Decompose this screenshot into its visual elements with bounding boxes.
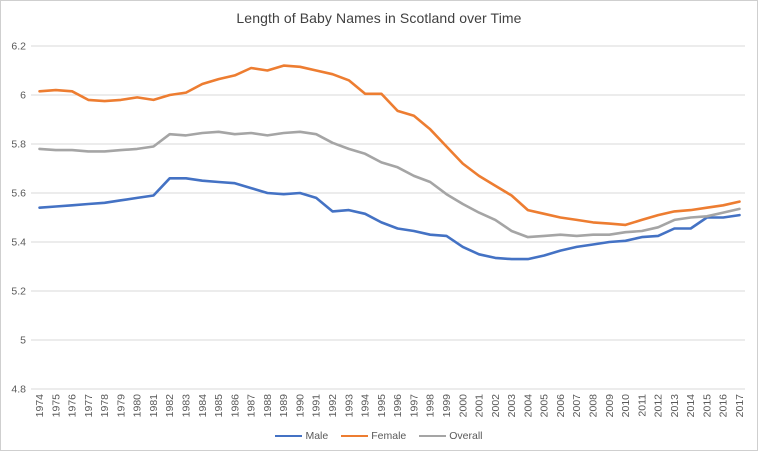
x-axis-tick-label: 1996 — [392, 394, 404, 418]
y-axis-tick-label: 5.4 — [11, 237, 26, 249]
y-axis-tick-label: 5 — [20, 335, 26, 347]
y-axis-tick-label: 5.6 — [11, 188, 26, 200]
chart-legend: Male Female Overall — [1, 428, 757, 444]
x-axis-tick-label: 1978 — [99, 394, 111, 418]
x-axis-tick-label: 2015 — [701, 394, 713, 418]
x-axis-tick-label: 1991 — [311, 394, 323, 418]
legend-label: Male — [305, 430, 329, 442]
x-axis-tick-label: 2012 — [653, 394, 665, 418]
legend-swatch-male — [275, 434, 303, 438]
x-axis-tick-label: 1987 — [246, 394, 258, 418]
series-line-female — [38, 64, 741, 227]
x-axis-tick-label: 1980 — [132, 394, 144, 418]
x-axis-tick-label: 2014 — [685, 394, 697, 418]
legend-swatch-female — [341, 434, 369, 438]
x-axis-tick-label: 1977 — [83, 394, 95, 418]
x-axis-tick-label: 2006 — [555, 394, 567, 418]
x-axis-tick-label: 1995 — [376, 394, 388, 418]
x-axis-tick-label: 1985 — [213, 394, 225, 418]
x-axis-tick-label: 2002 — [490, 394, 502, 418]
legend-item-male: Male — [275, 430, 328, 442]
y-axis-tick-label: 5.8 — [11, 139, 26, 151]
x-axis-tick-label: 2007 — [571, 394, 583, 418]
x-axis-tick-label: 1990 — [295, 394, 307, 418]
x-axis-tick-label: 2010 — [620, 394, 632, 418]
x-axis-tick-label: 1986 — [229, 394, 241, 418]
x-axis-tick-label: 1989 — [278, 394, 290, 418]
series-line-overall — [38, 130, 741, 239]
x-axis-tick-label: 1982 — [164, 394, 176, 418]
legend-swatch-overall — [419, 434, 447, 438]
x-axis-tick-label: 2016 — [718, 394, 730, 418]
x-axis-tick-label: 1979 — [115, 394, 127, 418]
x-axis-tick-label: 1976 — [67, 394, 79, 418]
x-axis-tick-label: 2011 — [636, 394, 648, 417]
x-axis-tick-label: 1988 — [262, 394, 274, 418]
x-axis-tick-label: 2000 — [457, 394, 469, 418]
legend-item-overall: Overall — [419, 430, 483, 442]
x-axis-tick-label: 1992 — [327, 394, 339, 418]
legend-label: Overall — [449, 430, 483, 442]
x-axis-tick-label: 1974 — [34, 394, 46, 418]
y-axis-tick-label: 6.2 — [11, 41, 26, 53]
chart-title: Length of Baby Names in Scotland over Ti… — [236, 10, 522, 26]
y-axis-tick-label: 5.2 — [11, 286, 26, 298]
x-axis-tick-label: 1993 — [343, 394, 355, 418]
x-axis-tick-label: 1994 — [360, 394, 372, 418]
legend-item-female: Female — [341, 430, 406, 442]
x-axis-tick-label: 2005 — [539, 394, 551, 418]
x-axis-tick-label: 1997 — [408, 394, 420, 418]
x-axis-tick-label: 1981 — [148, 394, 160, 418]
x-axis-tick-label: 1998 — [425, 394, 437, 418]
x-axis-tick-label: 2001 — [474, 394, 486, 418]
x-axis-tick-label: 1984 — [197, 394, 209, 418]
y-axis-tick-label: 4.8 — [11, 384, 26, 396]
x-axis-tick-label: 1999 — [441, 394, 453, 418]
x-axis-tick-label: 2004 — [522, 394, 534, 418]
x-axis-tick-label: 2003 — [506, 394, 518, 418]
x-axis-tick-label: 2008 — [588, 394, 600, 418]
series-line-male — [38, 177, 741, 261]
x-axis-tick-label: 1983 — [181, 394, 193, 418]
x-axis-tick-label: 2009 — [604, 394, 616, 418]
x-axis-tick-label: 2017 — [734, 394, 746, 418]
legend-label: Female — [371, 430, 407, 442]
y-axis-tick-label: 6 — [20, 90, 26, 102]
x-axis-tick-label: 1975 — [50, 394, 62, 418]
x-axis-tick-label: 2013 — [669, 394, 681, 418]
